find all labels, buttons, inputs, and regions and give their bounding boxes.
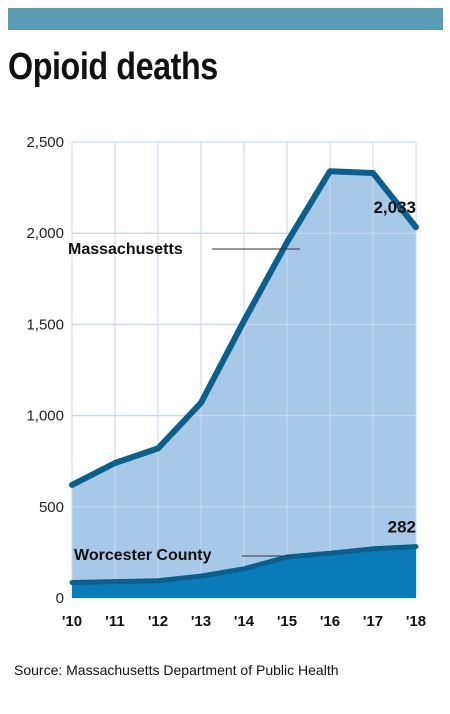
- y-tick-label: 1,000: [26, 408, 64, 425]
- y-tick-label: 500: [39, 499, 64, 516]
- x-tick-label: '15: [277, 613, 297, 630]
- x-tick-label: '10: [62, 613, 82, 630]
- y-tick-label: 2,500: [26, 134, 64, 151]
- chart-labels: 0 500 1,000 1,500 2,000 2,500 '10 '11 '12 '13 '14 '…: [26, 134, 426, 630]
- chart-areas: [71, 141, 417, 599]
- data-label-end: 2,033: [373, 198, 416, 217]
- x-tick-label: '12: [148, 613, 168, 630]
- chart-title: Opioid deaths: [8, 46, 218, 88]
- x-tick-label: '14: [234, 613, 255, 630]
- y-tick-label: 0: [56, 590, 64, 607]
- x-tick-label: '13: [191, 613, 211, 630]
- chart-lines: [69, 168, 419, 585]
- source-note: Source: Massachusetts Department of Publ…: [14, 662, 339, 678]
- x-tick-label: '11: [105, 613, 124, 630]
- x-tick-label: '18: [406, 613, 426, 630]
- series-label-worcester: Worcester County: [74, 547, 212, 564]
- top-color-bar: [8, 8, 443, 30]
- series-area-1: [72, 546, 416, 598]
- data-label-end: 282: [388, 518, 416, 537]
- series-label-massachusetts: Massachusetts: [68, 241, 183, 258]
- x-tick-label: '17: [363, 613, 383, 630]
- y-tick-label: 1,500: [26, 316, 64, 333]
- x-tick-label: '16: [320, 613, 340, 630]
- y-tick-label: 2,000: [26, 225, 64, 242]
